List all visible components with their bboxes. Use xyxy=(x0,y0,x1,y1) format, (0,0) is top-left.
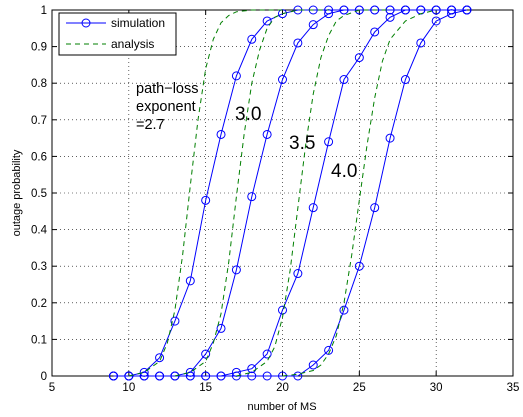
simulation-point xyxy=(139,371,149,381)
simulation-point xyxy=(247,371,257,381)
annotation-exponent-3-0: 3.0 xyxy=(235,104,261,125)
analysis-line-4 xyxy=(128,9,283,377)
x-tick-label: 20 xyxy=(276,382,289,394)
annotation-exponent-3-5: 3.5 xyxy=(289,133,315,154)
simulation-point xyxy=(262,129,272,139)
x-tick-label: 25 xyxy=(353,382,366,394)
simulation-point xyxy=(324,345,334,355)
simulation-point xyxy=(447,9,457,19)
x-tick-label: 5 xyxy=(49,382,55,394)
annotations: path−loss exponent =2.7 3.0 3.5 4.0 xyxy=(136,81,357,182)
simulation-point xyxy=(308,203,318,213)
simulation-point xyxy=(308,360,318,370)
simulation-point xyxy=(231,265,241,275)
simulation-point xyxy=(278,75,287,85)
simulation-point xyxy=(293,371,303,381)
simulation-point xyxy=(400,5,410,15)
simulation-point xyxy=(201,349,211,359)
simulation-point xyxy=(155,371,165,381)
legend-analysis-label: analysis xyxy=(111,37,154,51)
simulation-point xyxy=(216,129,226,139)
simulation-point xyxy=(462,5,472,15)
simulation-point xyxy=(231,371,241,381)
simulation-point xyxy=(185,276,195,286)
simulation-point xyxy=(201,195,211,205)
x-tick-label: 30 xyxy=(430,382,443,394)
y-tick-label: 0.5 xyxy=(31,188,47,200)
simulation-point xyxy=(262,349,272,359)
y-tick-label: 0.7 xyxy=(31,115,47,127)
simulation-point xyxy=(354,261,364,271)
y-tick-label: 0.3 xyxy=(31,261,47,273)
simulation-point xyxy=(231,71,241,81)
simulation-point xyxy=(262,371,272,381)
simulation-point xyxy=(278,305,287,315)
simulation-point xyxy=(216,323,226,333)
simulation-point xyxy=(431,16,441,26)
x-axis-label: number of MS xyxy=(247,401,316,413)
y-tick-label: 0 xyxy=(41,371,47,383)
simulation-point xyxy=(354,53,364,63)
simulation-point xyxy=(247,34,257,44)
simulation-point xyxy=(293,269,303,279)
series xyxy=(108,5,472,381)
simulation-point xyxy=(324,137,334,147)
legend-simulation-label: simulation xyxy=(111,16,165,30)
simulation-point xyxy=(262,16,272,26)
y-tick-label: 0.2 xyxy=(31,298,47,310)
simulation-point xyxy=(385,12,395,22)
legend-box xyxy=(58,12,177,56)
simulation-point xyxy=(339,5,349,15)
simulation-point xyxy=(370,27,380,37)
simulation-point xyxy=(431,5,441,15)
annotation-exponent-4-0: 4.0 xyxy=(331,161,357,182)
legend: simulation analysis xyxy=(58,12,177,56)
annotation-pathloss-line3: =2.7 xyxy=(136,117,165,133)
simulation-point xyxy=(339,75,349,85)
y-axis-label: outage probability xyxy=(11,149,23,236)
y-tick-label: 0.8 xyxy=(31,78,47,90)
simulation-point xyxy=(170,371,180,381)
simulation-point xyxy=(354,5,364,15)
simulation-point xyxy=(370,203,380,213)
simulation-point xyxy=(185,371,195,381)
x-tick-label: 35 xyxy=(507,382,520,394)
x-tick-label: 15 xyxy=(199,382,212,394)
simulation-point xyxy=(385,133,395,143)
simulation-point xyxy=(339,305,349,315)
simulation-point xyxy=(216,371,226,381)
y-tick-label: 1 xyxy=(41,5,47,17)
simulation-point xyxy=(247,192,257,202)
analysis-line-5 xyxy=(174,9,329,377)
y-tick-label: 0.1 xyxy=(31,334,47,346)
simulation-point xyxy=(124,371,134,381)
simulation-point xyxy=(293,38,303,48)
simulation-point xyxy=(155,353,165,363)
annotation-pathloss-line2: exponent xyxy=(136,99,196,115)
annotation-pathloss-line1: path−loss xyxy=(136,81,198,97)
x-tick-label: 10 xyxy=(122,382,135,394)
simulation-point xyxy=(108,371,118,381)
simulation-line-3 xyxy=(113,9,468,377)
analysis-line-7 xyxy=(282,9,437,377)
simulation-point xyxy=(170,316,180,326)
simulation-point xyxy=(370,5,380,15)
y-tick-label: 0.4 xyxy=(31,225,48,237)
simulation-point xyxy=(416,38,426,48)
simulation-point xyxy=(201,371,211,381)
y-tick-label: 0.9 xyxy=(31,42,47,54)
analysis-line-6 xyxy=(236,9,391,377)
legend-simulation-marker xyxy=(81,18,91,28)
simulation-point xyxy=(247,364,257,374)
simulation-point xyxy=(400,75,410,85)
y-tick-label: 0.6 xyxy=(31,151,47,163)
simulation-point xyxy=(308,20,318,30)
